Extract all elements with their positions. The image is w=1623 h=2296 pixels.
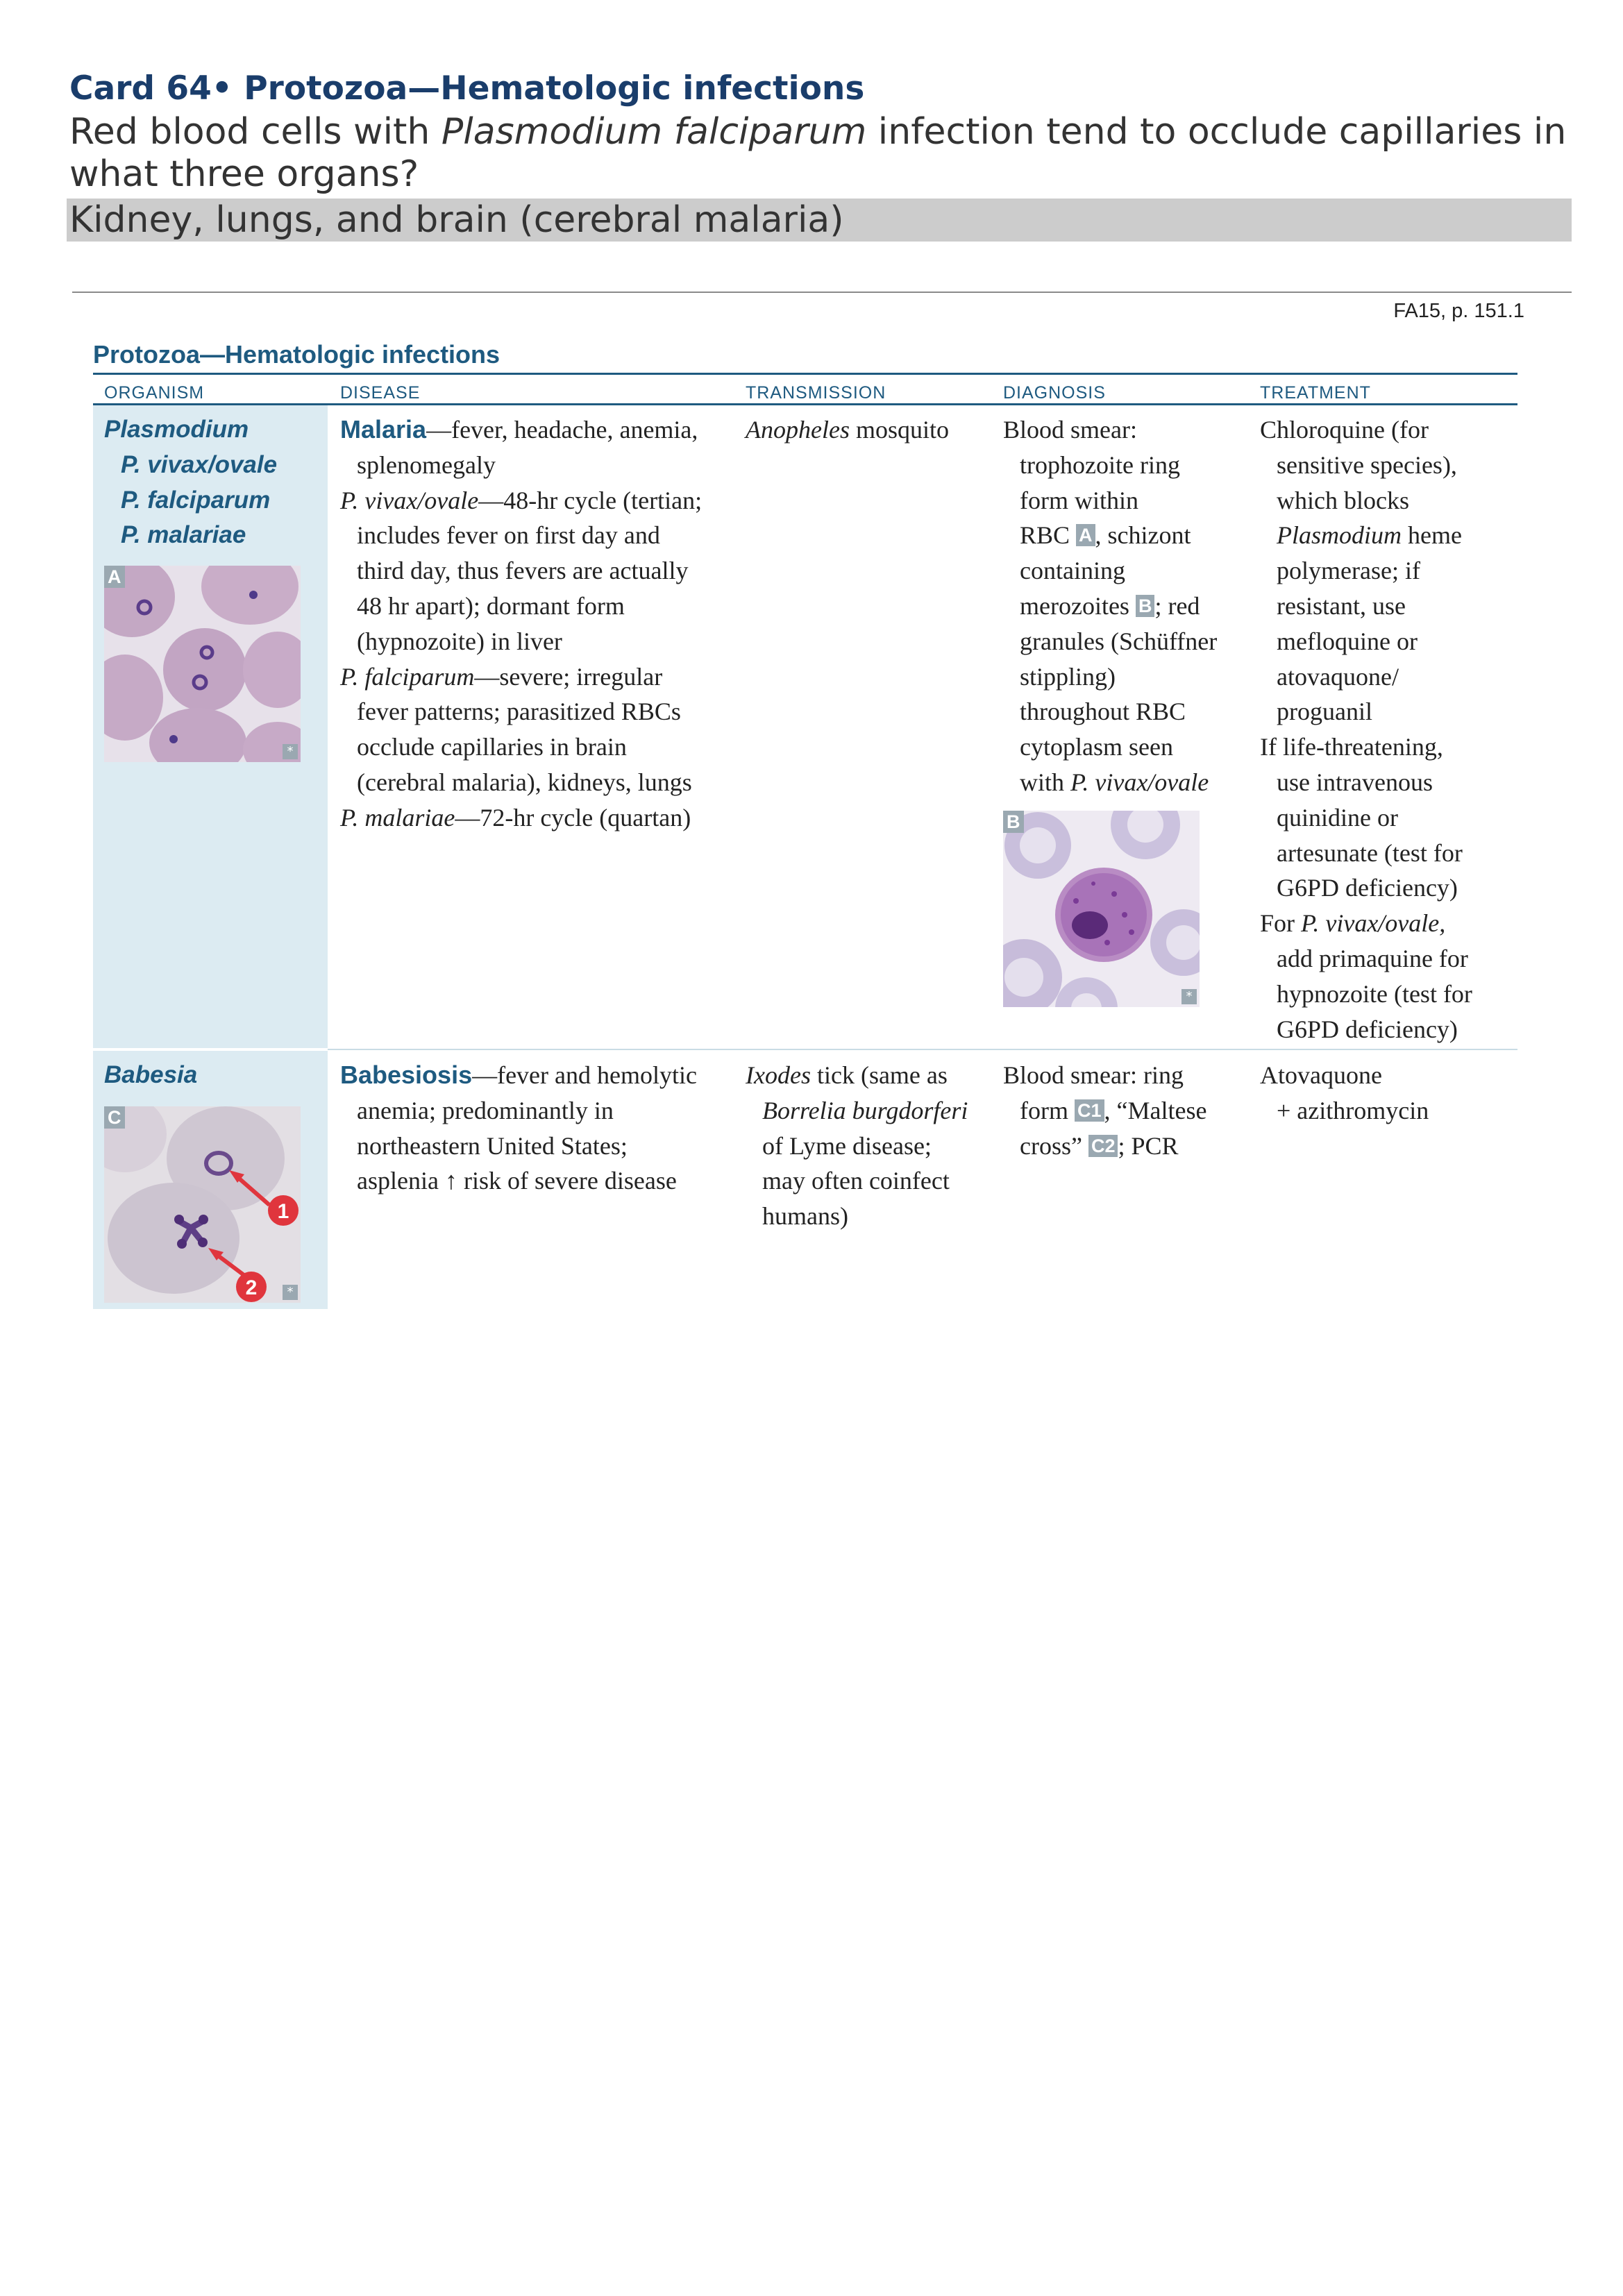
organism-babesia: Babesia [104,1061,198,1088]
organism-species: P. falciparum [121,486,271,514]
page-reference: FA15, p. 151.1 [1393,300,1524,322]
image-label-a: A [104,566,125,588]
organism-species: P. malariae [121,521,246,549]
question-emphasis: Plasmodium falciparum [441,111,867,153]
header-organism: ORGANISM [104,383,205,403]
micrograph-b-schizont: B * [1003,811,1200,1007]
header-treatment: TREATMENT [1260,383,1371,403]
answer-highlight [67,199,1572,242]
inline-label-b: B [1135,594,1155,617]
transmission-babesiosis: Ixodes tick (same as Borrelia burgdorfer… [746,1061,968,1231]
organism-plasmodium: Plasmodium P. vivax/ovale P. falciparum … [104,412,277,553]
inline-label-a: A [1076,524,1095,547]
row-separator [328,1049,1517,1050]
divider [72,292,1572,293]
treatment-babesiosis: Atovaquone + azithromycin [1260,1061,1429,1124]
table-title: Protozoa—Hematologic infections [93,340,501,369]
micrograph-c-maltese-cross: 1 2 C * [104,1106,301,1303]
keyword-malaria: Malaria [340,415,427,444]
treatment-malaria: Chloroquine (for sensitive species), whi… [1260,416,1472,1043]
question-post: infection tend to occlude capillaries in… [69,111,1567,195]
organism-species: P. vivax/ovale [121,450,278,478]
marker-1: 1 [278,1200,289,1223]
header-transmission: TRANSMISSION [746,383,886,403]
diagnosis-babesiosis: Blood smear: ring form C1, “Maltese cros… [1003,1061,1207,1160]
header-rule [93,403,1517,405]
marker-2: 2 [246,1276,258,1299]
image-star: * [283,744,298,759]
diagnosis-malaria: Blood smear: trophozoite ring form withi… [1003,416,1218,796]
header-disease: DISEASE [340,383,421,403]
inline-label-c1: C1 [1074,1099,1104,1122]
card-title: Card 64• Protozoa—Hematologic infections [69,69,865,108]
answer-text: Kidney, lungs, and brain (cerebral malar… [69,199,844,241]
organism-genus: Plasmodium [104,416,249,443]
micrograph-a-ring-forms: A * [104,566,301,762]
image-label-b: B [1003,811,1024,833]
question-pre: Red blood cells with [69,111,442,153]
transmission-malaria: Anopheles mosquito [746,416,949,444]
disease-babesiosis: Babesiosis—fever and hemolytic anemia; p… [340,1061,697,1195]
table-top-rule [93,373,1517,375]
image-star: * [283,1285,298,1300]
inline-label-c2: C2 [1088,1134,1118,1157]
keyword-babesiosis: Babesiosis [340,1061,473,1089]
image-label-c: C [104,1106,125,1129]
question-text: Red blood cells with Plasmodium falcipar… [69,111,1569,196]
disease-malaria: Malaria—fever, headache, anemia, splenom… [340,415,703,832]
image-star: * [1181,989,1197,1004]
header-diagnosis: DIAGNOSIS [1003,383,1106,403]
